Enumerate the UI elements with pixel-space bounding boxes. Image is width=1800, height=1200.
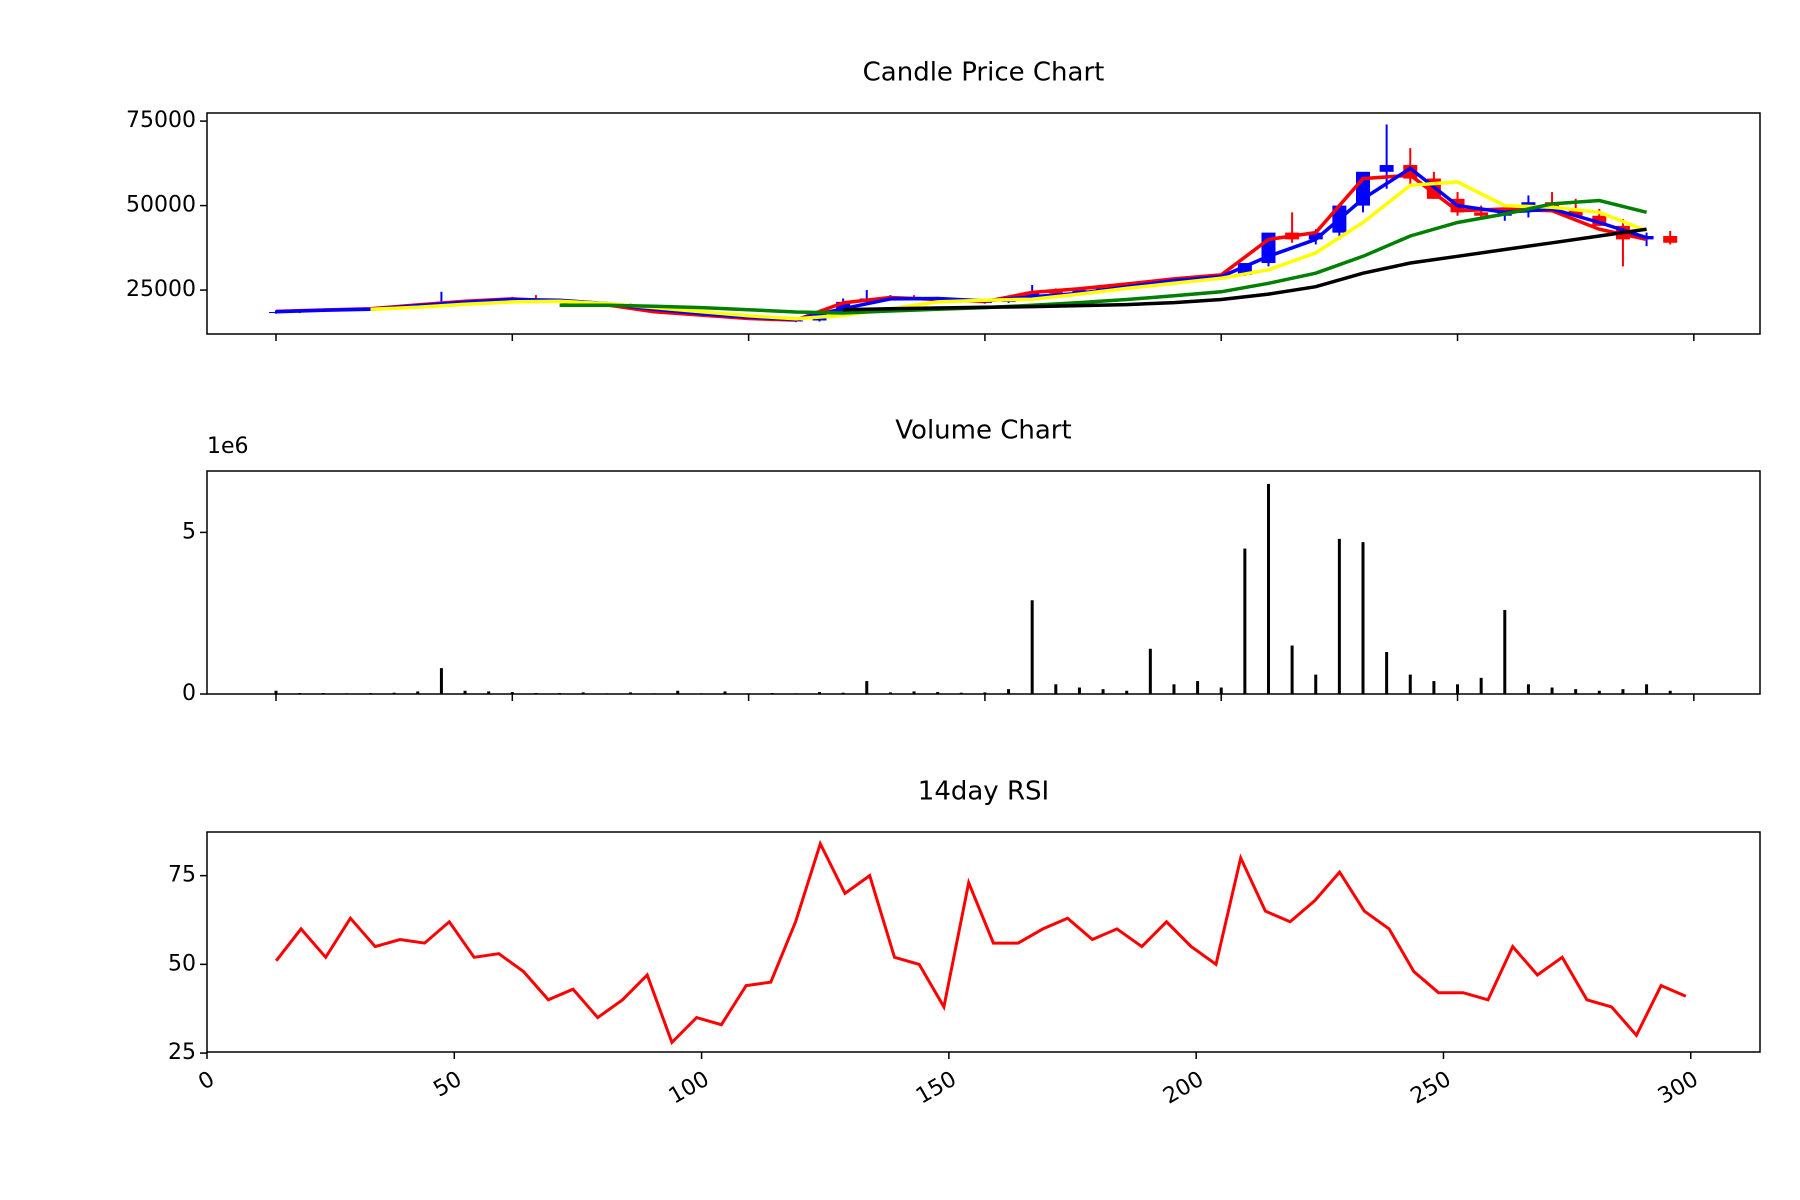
volume-bar bbox=[936, 692, 940, 694]
volume-bar bbox=[1503, 609, 1507, 694]
candle-body bbox=[1237, 263, 1252, 275]
x-tick-label: 300 bbox=[1654, 1067, 1703, 1110]
volume-bar bbox=[274, 690, 278, 694]
volume-bar bbox=[1432, 681, 1436, 694]
volume-bar bbox=[1456, 684, 1460, 694]
volume-bar bbox=[818, 692, 822, 694]
x-tick-label: 50 bbox=[430, 1067, 467, 1103]
volume-bar bbox=[1645, 684, 1649, 694]
volume-bar bbox=[628, 692, 632, 694]
volume-bar bbox=[1077, 687, 1081, 694]
volume-bar bbox=[1361, 542, 1365, 694]
y-tick-label: 5 bbox=[182, 519, 196, 544]
volume-bar bbox=[1266, 483, 1270, 694]
volume-bar bbox=[1408, 674, 1412, 694]
x-tick-label: 200 bbox=[1159, 1067, 1208, 1110]
candle-body bbox=[1048, 291, 1063, 294]
candle-body bbox=[1663, 236, 1678, 243]
chart-title: 14day RSI bbox=[918, 777, 1049, 807]
candle-body bbox=[1474, 212, 1489, 216]
moving-average-line bbox=[843, 227, 1647, 312]
y-tick-label: 50 bbox=[168, 951, 196, 976]
volume-bar bbox=[487, 691, 491, 694]
x-tick-label: 100 bbox=[665, 1067, 714, 1110]
x-tick-label: 250 bbox=[1407, 1067, 1456, 1110]
volume-bar bbox=[676, 690, 680, 694]
plot-frame bbox=[206, 470, 1761, 695]
volume-bar bbox=[581, 692, 585, 694]
offset-text: 1e6 bbox=[207, 434, 249, 459]
y-tick-label: 75000 bbox=[126, 108, 196, 133]
volume-bar bbox=[1101, 689, 1105, 694]
y-tick-label: 75 bbox=[168, 863, 196, 888]
volume-bar bbox=[510, 692, 514, 694]
volume-bar bbox=[416, 691, 420, 694]
volume-bar bbox=[1125, 690, 1129, 694]
moving-average-line bbox=[275, 166, 1648, 322]
volume-bar bbox=[983, 692, 987, 694]
volume-bar bbox=[1172, 684, 1176, 694]
volume-bar bbox=[1668, 690, 1672, 694]
volume-bar bbox=[1621, 689, 1625, 694]
volume-bar bbox=[439, 668, 443, 694]
y-tick-label: 25 bbox=[168, 1040, 196, 1065]
volume-bar bbox=[1030, 600, 1034, 694]
volume-bar bbox=[1479, 677, 1483, 694]
rsi-line bbox=[275, 839, 1687, 1046]
volume-bar bbox=[1148, 648, 1152, 694]
volume-bar bbox=[888, 692, 892, 694]
volume-bar bbox=[1243, 548, 1247, 694]
volume-bar bbox=[1574, 689, 1578, 694]
candle-body bbox=[1379, 165, 1394, 172]
moving-average-line bbox=[559, 198, 1648, 315]
volume-bar bbox=[1385, 651, 1389, 694]
candle-body bbox=[1568, 208, 1583, 216]
volume-bar bbox=[1550, 687, 1554, 694]
volume-bar bbox=[1526, 684, 1530, 694]
x-tick-label: 0 bbox=[194, 1067, 219, 1096]
candle-body bbox=[269, 312, 284, 314]
chart-title: Volume Chart bbox=[895, 416, 1071, 446]
y-tick-label: 50000 bbox=[126, 193, 196, 218]
plot-frame bbox=[206, 112, 1761, 335]
volume-bar bbox=[1054, 684, 1058, 694]
volume-bar bbox=[912, 691, 916, 694]
volume-bar bbox=[1219, 687, 1223, 694]
chart-title: Candle Price Chart bbox=[863, 58, 1105, 88]
volume-bar bbox=[1007, 689, 1011, 694]
moving-average-line bbox=[370, 180, 1648, 321]
volume-bar bbox=[1337, 538, 1341, 694]
volume-bar bbox=[463, 690, 467, 694]
candle-body bbox=[1308, 232, 1323, 240]
volume-bar bbox=[1196, 681, 1200, 694]
y-tick-label: 0 bbox=[182, 681, 196, 706]
plot-frame bbox=[206, 831, 1761, 1053]
y-tick-label: 25000 bbox=[126, 277, 196, 302]
volume-bar bbox=[723, 691, 727, 694]
volume-bar bbox=[865, 681, 869, 694]
x-tick-label: 150 bbox=[912, 1067, 961, 1110]
volume-bar bbox=[1597, 690, 1601, 694]
volume-bar bbox=[1314, 674, 1318, 694]
volume-bar bbox=[1290, 645, 1294, 694]
